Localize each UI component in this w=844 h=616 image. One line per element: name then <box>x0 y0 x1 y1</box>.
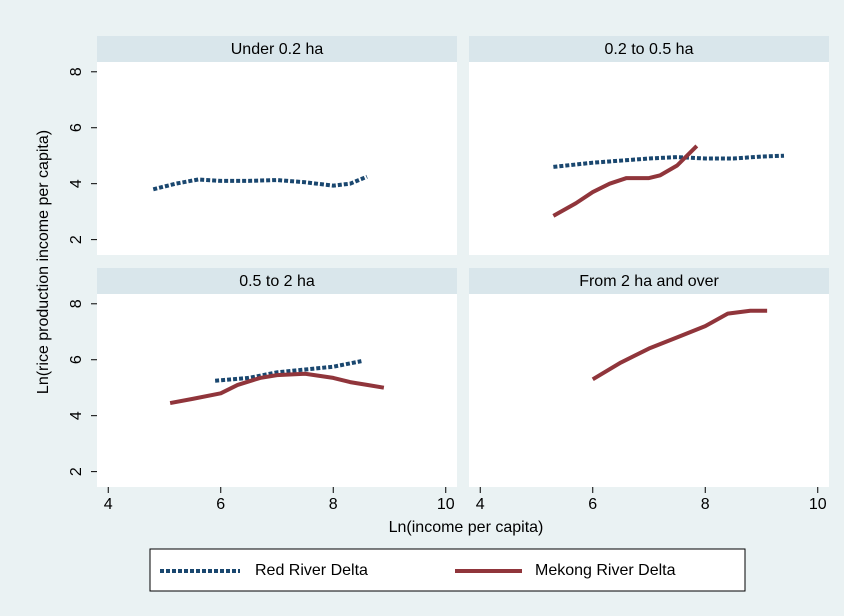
panel-title: Under 0.2 ha <box>231 41 324 58</box>
y-tick-label: 8 <box>68 67 85 76</box>
series-line <box>152 174 368 192</box>
panel-header <box>469 268 829 294</box>
y-tick-label: 8 <box>68 299 85 308</box>
y-axis-label: Ln(rice production income per capita) <box>35 130 52 394</box>
panel-header <box>97 268 457 294</box>
y-tick-label: 2 <box>68 467 85 476</box>
legend-label: Red River Delta <box>255 562 368 579</box>
y-tick-label: 4 <box>68 179 85 188</box>
x-tick-label: 4 <box>476 496 485 513</box>
legend-box <box>149 548 746 592</box>
panel-header <box>469 36 829 62</box>
plot-area <box>469 294 829 487</box>
series-line <box>169 371 385 406</box>
plot-area <box>97 62 457 255</box>
panel-header <box>97 36 457 62</box>
x-tick-label: 6 <box>588 496 597 513</box>
y-tick-label: 6 <box>68 355 85 364</box>
panel-title: 0.2 to 0.5 ha <box>605 41 694 58</box>
x-axis-label: Ln(income per capita) <box>389 519 544 536</box>
plot-area <box>97 294 457 487</box>
x-tick-label: 8 <box>701 496 710 513</box>
legend-label: Mekong River Delta <box>535 562 676 579</box>
panel-title: From 2 ha and over <box>579 273 719 290</box>
series-line <box>591 308 768 382</box>
x-tick-label: 10 <box>809 496 827 513</box>
x-tick-label: 8 <box>329 496 338 513</box>
x-tick-label: 4 <box>104 496 113 513</box>
series-line <box>553 153 785 169</box>
series-line <box>214 359 362 383</box>
x-tick-label: 10 <box>437 496 455 513</box>
y-tick-label: 4 <box>68 411 85 420</box>
panel-title: 0.5 to 2 ha <box>239 273 315 290</box>
series-line <box>552 144 699 218</box>
y-tick-label: 6 <box>68 123 85 132</box>
x-tick-label: 6 <box>216 496 225 513</box>
y-tick-label: 2 <box>68 235 85 244</box>
